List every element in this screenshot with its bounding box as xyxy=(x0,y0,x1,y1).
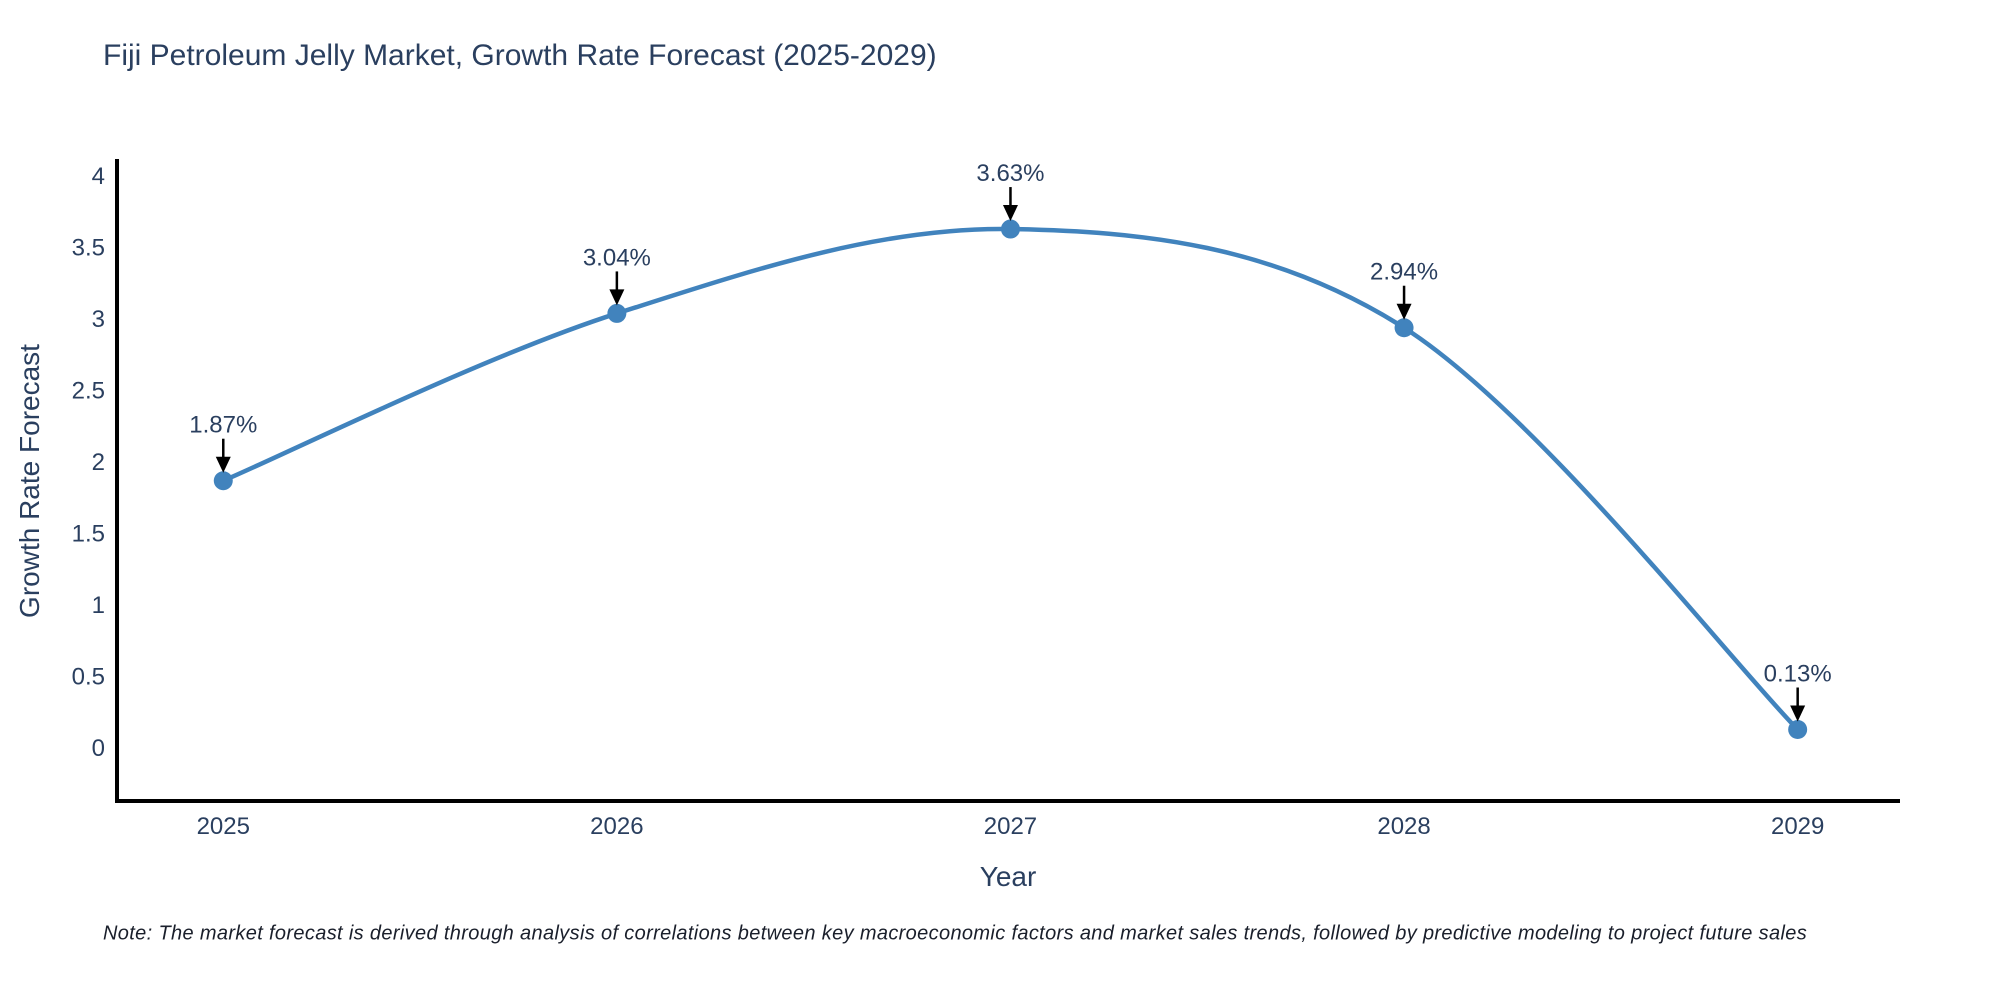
x-tick-label: 2026 xyxy=(590,813,643,840)
y-tick-label: 2 xyxy=(92,449,105,476)
annotation-arrowhead xyxy=(609,289,625,306)
data-point[interactable] xyxy=(607,303,627,323)
y-tick-label: 1 xyxy=(92,592,105,619)
point-annotation: 1.87% xyxy=(189,412,257,439)
x-tick-label: 2029 xyxy=(1771,813,1824,840)
y-axis-title: Growth Rate Forecast xyxy=(14,344,45,618)
point-annotation: 2.94% xyxy=(1370,259,1438,286)
point-annotation: 3.63% xyxy=(976,160,1044,187)
annotation-arrowhead xyxy=(1002,205,1018,222)
y-tick-label: 2.5 xyxy=(72,378,105,405)
x-axis-title: Year xyxy=(979,861,1037,892)
series-line xyxy=(221,226,1800,732)
footnote: Note: The market forecast is derived thr… xyxy=(103,922,1808,945)
x-tick-label: 2027 xyxy=(984,813,1037,840)
annotation-arrowhead xyxy=(1790,705,1806,722)
annotation-arrowhead xyxy=(215,456,231,473)
y-tick-label: 4 xyxy=(92,163,105,190)
data-point[interactable] xyxy=(1394,318,1414,338)
y-tick-label: 0 xyxy=(92,735,105,762)
data-point[interactable] xyxy=(1000,219,1020,239)
y-tick-label: 3.5 xyxy=(72,235,105,262)
x-tick-label: 2025 xyxy=(197,813,250,840)
point-annotation: 3.04% xyxy=(583,244,651,271)
y-tick-label: 0.5 xyxy=(72,664,105,691)
chart-title: Fiji Petroleum Jelly Market, Growth Rate… xyxy=(103,39,937,72)
data-point[interactable] xyxy=(213,471,233,491)
annotation-arrowhead xyxy=(1396,303,1412,320)
point-annotation: 0.13% xyxy=(1764,661,1832,688)
data-point[interactable] xyxy=(1788,720,1808,740)
x-tick-label: 2028 xyxy=(1377,813,1430,840)
y-tick-label: 1.5 xyxy=(72,521,105,548)
y-tick-label: 3 xyxy=(92,306,105,333)
